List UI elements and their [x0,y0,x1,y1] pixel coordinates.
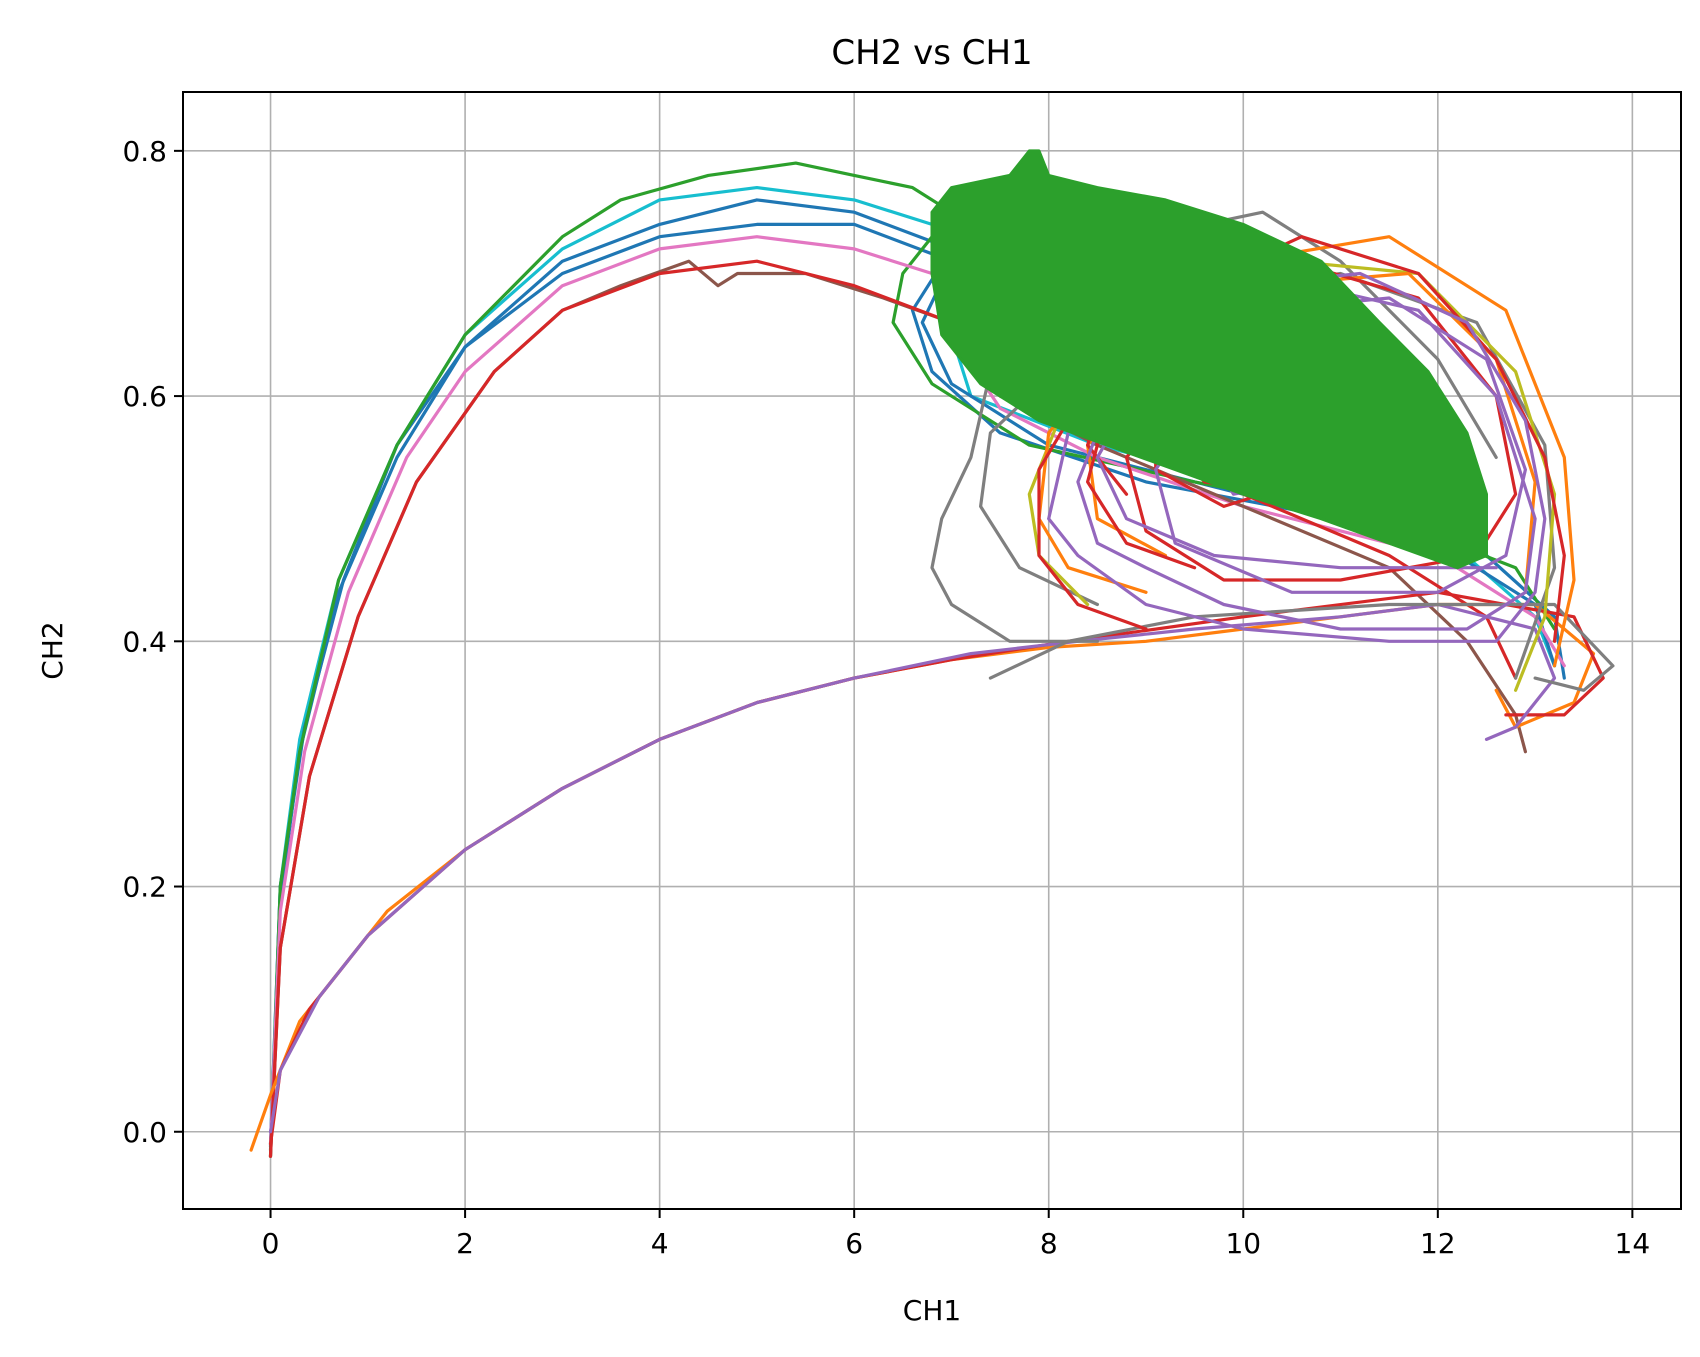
series-line-10 [988,602,1615,692]
y-tick-label: 0.4 [122,625,167,658]
dense-trace-region-0 [930,149,1488,570]
y-axis-title: CH2 [36,621,69,679]
series-line-4 [268,235,1566,1146]
x-tick-label: 0 [262,1227,280,1260]
data-layer [249,149,1615,1158]
y-tick-label: 0.6 [122,380,167,413]
x-tick-label: 4 [651,1227,669,1260]
x-axis-title: CH1 [903,1294,961,1327]
x-tick-label: 14 [1615,1227,1651,1260]
x-tick-label: 12 [1420,1227,1456,1260]
x-tick-label: 8 [1040,1227,1058,1260]
y-tick-label: 0.0 [122,1116,167,1149]
x-tick-label: 6 [845,1227,863,1260]
y-tick-label: 0.8 [122,135,167,168]
x-tick-label: 10 [1225,1227,1261,1260]
ticks: 0 2 4 6 8 10 12 14 0.0 0.2 0.4 0.6 0.8 [122,135,1650,1260]
series-line-3 [268,161,1557,1158]
x-tick-label: 2 [456,1227,474,1260]
plot-frame [182,91,1682,1210]
series-line-6 [268,259,1518,1158]
chart-title: CH2 vs CH1 [831,33,1032,73]
y-tick-label: 0.2 [122,871,167,904]
